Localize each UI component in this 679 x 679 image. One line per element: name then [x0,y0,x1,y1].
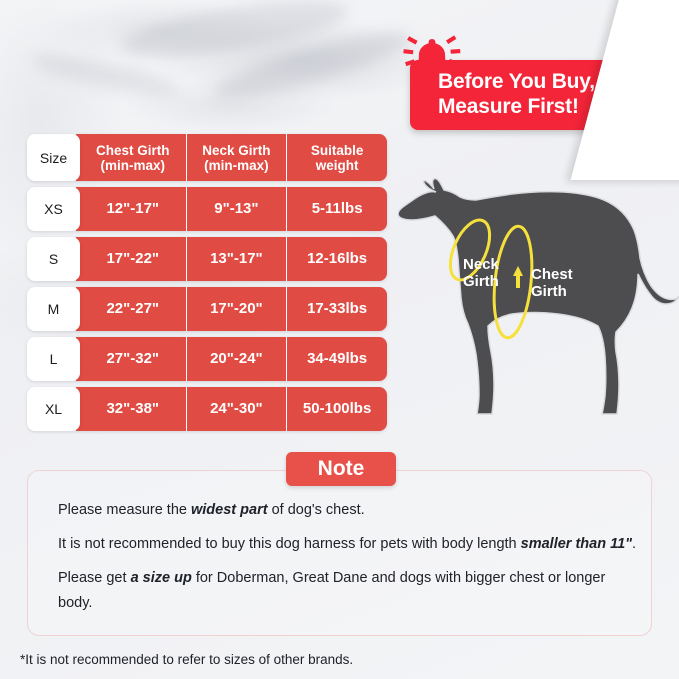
note-p1-emphasis: widest part [191,502,268,518]
table-row: XL 32"-38" 24"-30" 50-100lbs [27,387,387,431]
cell-neck-girth: 9"-13" [185,187,287,231]
header-neck-line2: (min-max) [204,157,269,173]
row-data-cells: 27"-32" 20"-24" 34-49lbs [76,337,387,381]
row-data-cells: 12"-17" 9"-13" 5-11lbs [76,187,387,231]
note-p1-text-a: Please measure the [58,502,191,518]
table-row: L 27"-32" 20"-24" 34-49lbs [27,337,387,381]
header-chest-line1: Chest Girth [95,142,170,158]
cell-neck-girth: 20"-24" [185,337,287,381]
row-data-cells: 22"-27" 17"-20" 17-33lbs [76,287,387,331]
banner-title-line1: Before You Buy, [438,70,595,93]
note-badge: Note [286,452,396,486]
banner-title-line2: Measure First! [438,95,579,118]
header-cell-suitable-weight: Suitable weight [286,134,387,181]
cell-neck-girth: 13"-17" [185,237,287,281]
bell-icon [403,35,461,78]
cell-suitable-weight: 34-49lbs [286,337,387,381]
note-paragraph-2: It is not recommended to buy this dog ha… [58,532,638,557]
table-header-row: Size Chest Girth (min-max) Neck Girth (m… [27,134,387,181]
neck-girth-ellipse [448,218,492,282]
note-p3-text-c: for Doberman, Great Dane and dogs with b… [58,570,606,611]
cell-size: S [27,237,80,281]
note-paragraph-1: Please measure the widest part of dog's … [58,498,638,523]
note-box [27,470,652,636]
header-neck-line1: Neck Girth [202,142,271,158]
neck-girth-label-line1: Neck [463,256,500,273]
cell-size: M [27,287,80,331]
chest-girth-label-line1: Chest [531,266,573,283]
row-data-cells: 17"-22" 13"-17" 12-16lbs [76,237,387,281]
cell-chest-girth: 17"-22" [106,250,160,267]
note-p2-text-a: It is not recommended to buy this dog ha… [58,536,521,552]
cell-size: L [27,337,80,381]
dog-measurement-diagram: Neck Girth Chest Girth [398,177,679,415]
cell-suitable-weight: 17-33lbs [286,287,387,331]
dog-silhouette [398,177,679,415]
row-data-cells: 32"-38" 24"-30" 50-100lbs [76,387,387,431]
note-p2-emphasis: smaller than 11" [520,536,633,552]
header-chest-line2: (min-max) [100,157,165,173]
chest-girth-ellipse [492,224,534,340]
header-weight-line1: Suitable [310,142,364,158]
cell-suitable-weight: 5-11lbs [286,187,387,231]
header-cell-chest-girth: Chest Girth (min-max) [80,134,186,181]
cell-chest-girth: 27"-32" [106,350,160,367]
header-cell-neck-girth: Neck Girth (min-max) [185,134,287,181]
header-cell-size: Size [27,134,80,181]
chest-girth-arrow-icon [513,266,523,288]
disclaimer-text: *It is not recommended to refer to sizes… [20,652,354,667]
cell-chest-girth: 32"-38" [106,400,160,417]
cell-suitable-weight: 12-16lbs [286,237,387,281]
table-row: S 17"-22" 13"-17" 12-16lbs [27,237,387,281]
cell-suitable-weight: 50-100lbs [286,387,387,431]
cell-chest-girth: 12"-17" [106,200,160,217]
note-p3-text-a: Please get [58,570,131,586]
note-p3-emphasis: a size up [130,570,192,586]
header-data-cells: Chest Girth (min-max) Neck Girth (min-ma… [76,134,387,181]
note-p2-text-c: . [632,536,637,552]
chest-girth-label-line2: Girth [531,283,567,300]
header-weight-line2: weight [315,157,359,173]
banner-title: Before You Buy, Measure First! [438,69,653,119]
table-row: M 22"-27" 17"-20" 17-33lbs [27,287,387,331]
note-p1-text-c: of dog's chest. [267,502,365,518]
note-paragraph-3: Please get a size up for Doberman, Great… [58,566,638,616]
cell-chest-girth: 22"-27" [106,300,160,317]
cell-size: XS [27,187,80,231]
note-body: Please measure the widest part of dog's … [58,498,638,625]
cell-size: XL [27,387,80,431]
table-row: XS 12"-17" 9"-13" 5-11lbs [27,187,387,231]
size-chart-table: Size Chest Girth (min-max) Neck Girth (m… [27,134,387,437]
cell-neck-girth: 24"-30" [185,387,287,431]
neck-girth-label-line2: Girth [463,273,499,290]
cell-neck-girth: 17"-20" [185,287,287,331]
